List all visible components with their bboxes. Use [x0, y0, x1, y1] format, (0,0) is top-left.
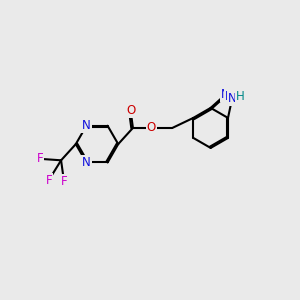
Text: F: F [45, 174, 52, 187]
Text: N: N [228, 92, 236, 105]
Text: O: O [147, 122, 156, 134]
Text: O: O [126, 104, 135, 117]
Text: N: N [82, 156, 91, 169]
Text: H: H [236, 90, 244, 103]
Text: N: N [224, 90, 233, 103]
Text: F: F [61, 175, 67, 188]
Text: F: F [37, 152, 43, 165]
Text: N: N [221, 88, 230, 101]
Text: N: N [82, 119, 91, 132]
